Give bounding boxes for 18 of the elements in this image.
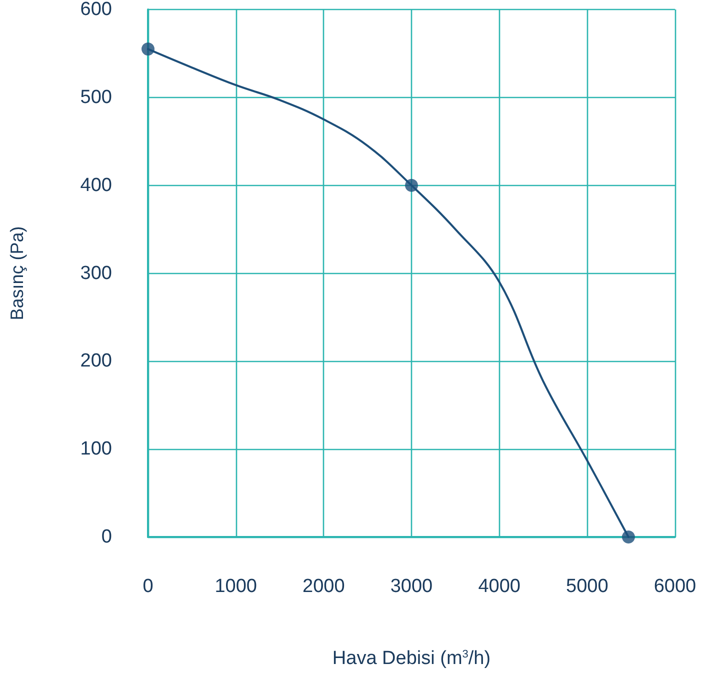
y-tick-label: 0: [101, 526, 112, 548]
x-tick-label: 1000: [214, 576, 257, 597]
y-tick-label: 200: [80, 350, 112, 372]
point: [405, 178, 418, 192]
point: [142, 42, 154, 56]
y-tick-label: 600: [80, 0, 112, 20]
x-tick-label: 4000: [478, 576, 520, 597]
point: [622, 530, 635, 544]
x-tick-label: 2000: [302, 576, 345, 597]
y-tick-label: 400: [80, 174, 112, 196]
y-tick-label: 300: [80, 262, 112, 284]
y-tick-label: 100: [80, 438, 112, 460]
y-axis-title: Basınç (Pa): [7, 226, 27, 320]
x-tick-label: 6000: [654, 576, 696, 597]
y-tick-label: 500: [80, 86, 112, 108]
x-tick-label: 5000: [566, 576, 608, 597]
x-tick-label: 3000: [390, 576, 433, 597]
x-tick-label: 0: [142, 576, 154, 597]
